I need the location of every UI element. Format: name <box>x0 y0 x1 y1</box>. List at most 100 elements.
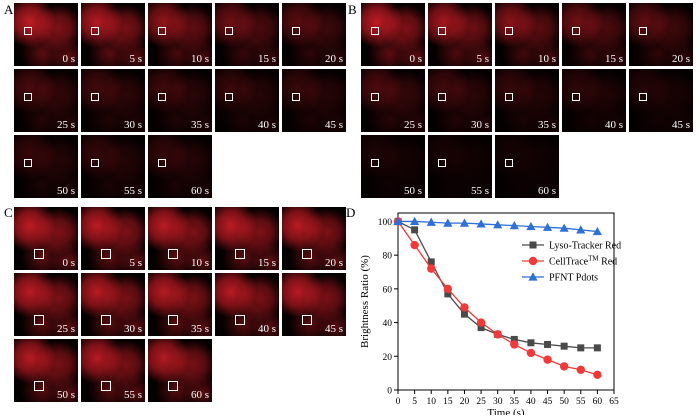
roi-box <box>34 315 44 325</box>
micrograph-tile: 35 s <box>495 69 559 132</box>
roi-box <box>302 315 312 325</box>
micrograph-tile: 30 s <box>81 69 145 132</box>
time-label: 50 s <box>56 185 75 197</box>
cell-fluorescence <box>215 273 279 336</box>
roi-box <box>572 27 580 35</box>
micrograph-tile: 10 s <box>148 3 212 66</box>
roi-box <box>438 159 446 167</box>
data-point <box>410 240 419 250</box>
roi-box <box>371 159 379 167</box>
time-label: 55 s <box>123 185 142 197</box>
micrograph-tile: 25 s <box>14 69 78 132</box>
legend-marker <box>528 256 538 266</box>
time-label: 10 s <box>190 257 209 269</box>
data-point <box>443 284 453 294</box>
time-label: 20 s <box>671 53 690 65</box>
cell-fluorescence <box>282 207 346 270</box>
legend-label: CellTraceTM Red <box>549 255 617 268</box>
legend-label-text: PFNT Pdots <box>549 273 598 284</box>
roi-box <box>34 249 44 259</box>
data-point <box>460 310 468 318</box>
time-label: 10 s <box>537 53 556 65</box>
time-label: 60 s <box>190 389 209 401</box>
data-point <box>476 219 486 228</box>
cell-fluorescence <box>81 207 145 270</box>
roi-box <box>639 93 647 101</box>
cell-fluorescence <box>282 273 346 336</box>
roi-box <box>235 249 245 259</box>
time-label: 20 s <box>324 257 343 269</box>
roi-box <box>34 381 44 391</box>
data-point <box>393 216 403 226</box>
micrograph-tile: 45 s <box>282 273 346 336</box>
micrograph-tile: 0 s <box>14 207 78 270</box>
time-label: 0 s <box>62 257 75 269</box>
data-point <box>509 221 519 230</box>
data-point <box>493 330 502 339</box>
x-tick-label: 50 <box>559 397 569 407</box>
roi-box <box>24 27 32 35</box>
time-label: 20 s <box>324 53 343 65</box>
x-tick-label: 40 <box>526 397 536 407</box>
y-axis-title: Brightness Ratio (%) <box>359 255 371 348</box>
cell-fluorescence <box>14 273 78 336</box>
series-2 <box>393 216 602 236</box>
y-tick-label: 80 <box>383 252 393 262</box>
roi-box <box>91 159 99 167</box>
roi-box <box>505 159 513 167</box>
roi-box <box>101 381 111 391</box>
legend-marker <box>528 272 538 281</box>
roi-box <box>371 93 379 101</box>
micrograph-tile: 15 s <box>562 3 626 66</box>
micrograph-tile: 25 s <box>14 273 78 336</box>
y-tick-label: 20 <box>383 353 393 363</box>
cell-fluorescence <box>148 273 212 336</box>
roi-box <box>24 93 32 101</box>
chart-axes: 0 5 10 15 20 25 30 35 40 45 50 55 60 65 0 20 40 60 80 100 Ti… <box>359 212 619 415</box>
time-label: 40 s <box>257 323 276 335</box>
cell-fluorescence <box>215 207 279 270</box>
micrograph-tile: 5 s <box>81 3 145 66</box>
roi-box <box>505 27 513 35</box>
data-point <box>510 340 519 349</box>
chart-legend: Lyso-Tracker Red CellTraceTM Red PFNT Pdot… <box>522 241 621 284</box>
micrograph-tile: 15 s <box>215 207 279 270</box>
micrograph-tile: 35 s <box>148 69 212 132</box>
roi-box <box>158 27 166 35</box>
data-point <box>593 370 602 380</box>
micrograph-tile: 25 s <box>361 69 425 132</box>
data-point <box>560 342 568 350</box>
time-label: 25 s <box>56 323 75 335</box>
data-point <box>443 218 453 227</box>
roi-box <box>292 93 300 101</box>
legend-label: Lyso-Tracker Red <box>549 241 621 252</box>
roi-box <box>225 93 233 101</box>
micrograph-tile: 55 s <box>81 135 145 198</box>
micrograph-tile: 50 s <box>14 339 78 402</box>
micrograph-tile: 10 s <box>148 207 212 270</box>
x-tick-label: 25 <box>476 397 486 407</box>
micrograph-tile: 0 s <box>361 3 425 66</box>
legend-label-superscript: TM <box>588 255 599 263</box>
panel-label-a: A <box>4 2 14 17</box>
cell-fluorescence <box>361 3 425 66</box>
time-label: 60 s <box>537 185 556 197</box>
time-label: 50 s <box>56 389 75 401</box>
x-tick-label: 55 <box>576 397 586 407</box>
data-point <box>544 340 552 348</box>
time-label: 40 s <box>257 119 276 131</box>
x-tick-label: 65 <box>609 397 619 407</box>
data-point <box>459 218 470 227</box>
roi-box <box>168 249 178 259</box>
time-label: 35 s <box>190 323 209 335</box>
panel-label-b: B <box>348 2 357 17</box>
x-tick-label: 30 <box>493 397 503 407</box>
data-point <box>426 217 436 226</box>
time-label: 60 s <box>190 185 209 197</box>
micrograph-tile: 60 s <box>148 339 212 402</box>
time-label: 30 s <box>123 119 142 131</box>
roi-box <box>302 249 312 259</box>
time-label: 10 s <box>190 53 209 65</box>
roi-box <box>91 93 99 101</box>
data-point <box>493 220 503 229</box>
